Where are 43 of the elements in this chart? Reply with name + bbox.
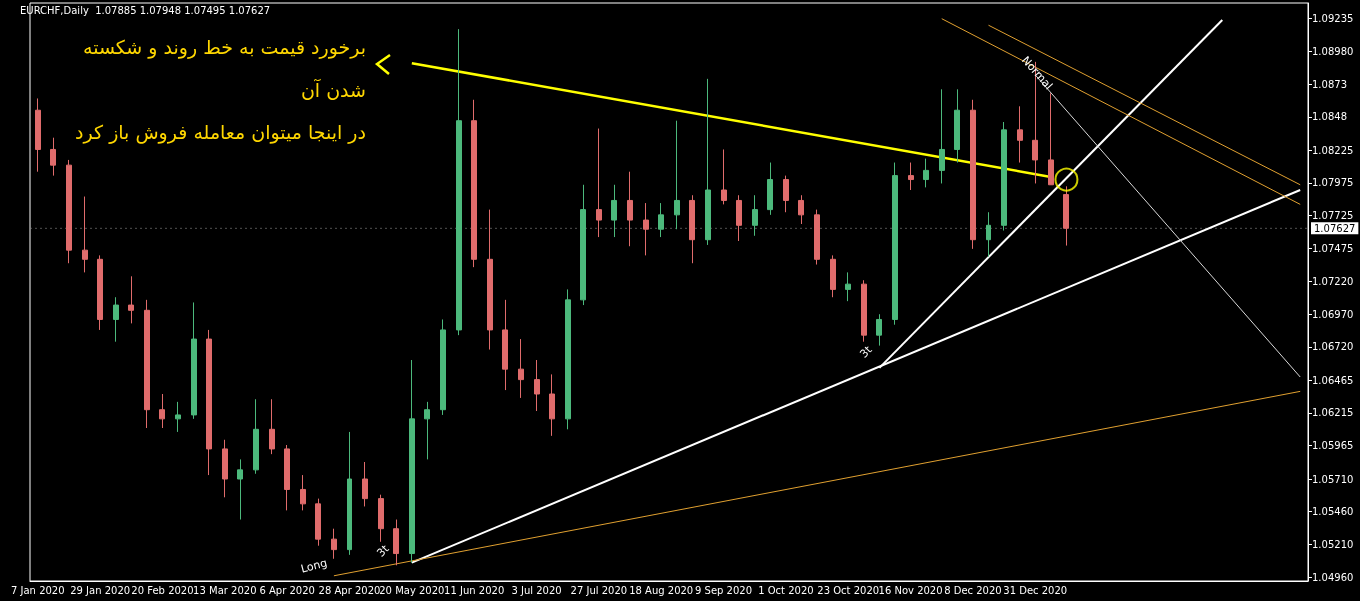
chart-title: EURCHF,Daily 1.07885 1.07948 1.07495 1.07627 — [20, 4, 271, 16]
y-tick-label: 1.08980 — [1312, 45, 1354, 57]
x-tick-label: 20 Feb 2020 — [131, 584, 194, 596]
y-tick-label: 1.06465 — [1312, 374, 1354, 386]
y-tick-label: 1.05710 — [1312, 473, 1354, 485]
y-tick-label: 1.05460 — [1312, 506, 1354, 518]
y-tick-label: 1.07475 — [1312, 242, 1354, 254]
annotation: Long — [299, 556, 329, 576]
y-tick-label: 1.08225 — [1312, 144, 1354, 156]
y-tick-label: 1.07220 — [1312, 276, 1354, 288]
annotation: 3t — [374, 541, 393, 560]
x-tick-label: 16 Nov 2020 — [878, 584, 943, 596]
x-tick-label: 3 Jul 2020 — [511, 584, 562, 596]
x-tick-label: 20 May 2020 — [379, 584, 445, 596]
x-tick-label: 1 Oct 2020 — [758, 584, 814, 596]
y-tick-label: 1.0873 — [1312, 78, 1347, 90]
y-tick-label: 1.05210 — [1312, 538, 1354, 550]
x-tick-label: 11 Jun 2020 — [444, 584, 505, 596]
ref-line-label: 1.07627 — [1314, 222, 1356, 234]
y-tick-label: 1.05965 — [1312, 440, 1354, 452]
y-tick-label: 1.06970 — [1312, 308, 1354, 320]
x-tick-label: 6 Apr 2020 — [259, 584, 315, 596]
x-tick-label: 31 Dec 2020 — [1003, 584, 1068, 596]
x-tick-label: 23 Oct 2020 — [817, 584, 880, 596]
y-tick-label: 1.04960 — [1312, 571, 1354, 583]
x-tick-label: 28 Apr 2020 — [318, 584, 381, 596]
y-tick-label: 1.06215 — [1312, 407, 1354, 419]
x-tick-label: 8 Dec 2020 — [944, 584, 1002, 596]
annotation: 3t — [857, 342, 876, 361]
x-tick-label: 7 Jan 2020 — [11, 584, 65, 596]
y-tick-label: 1.06720 — [1312, 341, 1354, 353]
x-tick-label: 18 Aug 2020 — [629, 584, 694, 596]
x-tick-label: 13 Mar 2020 — [193, 584, 257, 596]
x-tick-label: 29 Jan 2020 — [70, 584, 131, 596]
y-tick-label: 1.07725 — [1312, 210, 1354, 221]
x-tick-label: 9 Sep 2020 — [695, 584, 753, 596]
annotation: شدن آن — [300, 78, 366, 101]
y-tick-label: 1.09235 — [1312, 12, 1354, 24]
annotation: در اینجا میتوان معامله فروش باز کرد — [75, 121, 366, 144]
y-tick-label: 1.0848 — [1312, 111, 1347, 123]
y-tick-label: 1.07975 — [1312, 177, 1354, 189]
x-tick-label: 27 Jul 2020 — [570, 584, 628, 596]
annotation: برخورد قیمت به خط روند و شکسته — [83, 36, 366, 59]
